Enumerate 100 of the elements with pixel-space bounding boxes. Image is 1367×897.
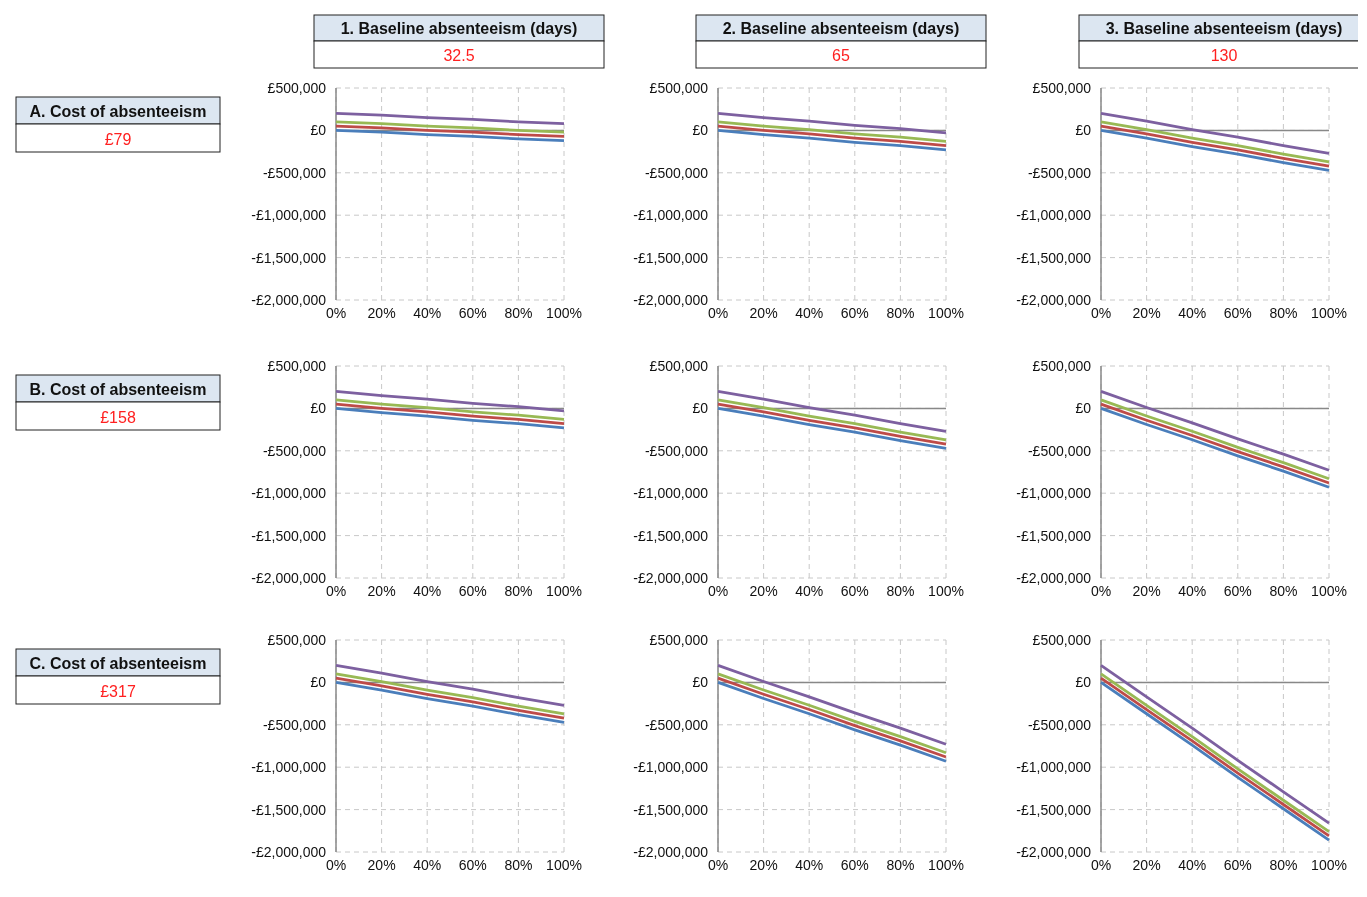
x-tick-label: 40% <box>1178 857 1207 873</box>
x-tick-label: 20% <box>1132 305 1161 321</box>
x-tick-label: 40% <box>413 583 442 599</box>
text: C. Cost of absenteeism <box>29 655 207 672</box>
y-tick-label: -£1,500,000 <box>633 249 709 266</box>
y-tick-label: -£1,500,000 <box>1016 527 1092 544</box>
x-tick-label: 20% <box>367 857 396 873</box>
x-tick-label: 40% <box>795 583 824 599</box>
line-series <box>334 407 566 430</box>
y-tick-label: -£500,000 <box>262 164 327 181</box>
text: £158 <box>100 409 136 426</box>
y-tick-label: -£500,000 <box>644 716 709 733</box>
y-tick-label: £500,000 <box>267 79 327 96</box>
x-tick-label: 40% <box>1178 583 1207 599</box>
chart-title: 3. Baseline absenteeism (days) <box>1105 20 1343 37</box>
y-tick-label: £0 <box>692 400 709 417</box>
y-tick-label: -£1,500,000 <box>251 249 327 266</box>
x-tick-label: 80% <box>886 305 915 321</box>
chart-subtitle: 65 <box>832 47 850 64</box>
chart-subtitle: 130 <box>1210 47 1238 64</box>
line-series <box>334 390 566 413</box>
y-tick-label: -£2,000,000 <box>251 843 327 860</box>
x-tick-label: 40% <box>413 305 442 321</box>
y-tick-label: £500,000 <box>1032 357 1092 374</box>
x-tick-label: 0% <box>1090 583 1112 599</box>
chart-title: 1. Baseline absenteeism (days) <box>340 20 578 37</box>
text: A. Cost of absenteeism <box>29 103 207 120</box>
y-tick-label: -£1,500,000 <box>1016 801 1092 818</box>
x-tick-label: 20% <box>749 857 778 873</box>
x-tick-label: 100% <box>546 857 582 873</box>
y-tick-label: -£2,000,000 <box>633 843 709 860</box>
y-tick-label: -£1,000,000 <box>251 485 327 502</box>
x-tick-label: 100% <box>928 305 964 321</box>
x-tick-label: 60% <box>1223 583 1252 599</box>
x-tick-label: 0% <box>1090 305 1112 321</box>
y-tick-label: -£500,000 <box>1027 716 1092 733</box>
x-tick-label: 0% <box>707 583 729 599</box>
y-tick-label: -£500,000 <box>1027 164 1092 181</box>
line-series <box>334 120 566 134</box>
x-tick-label: 100% <box>1311 583 1347 599</box>
y-tick-label: -£500,000 <box>262 442 327 459</box>
x-tick-label: 20% <box>1132 583 1161 599</box>
text: £317 <box>100 683 136 700</box>
x-tick-label: 20% <box>749 583 778 599</box>
x-tick-label: 60% <box>458 305 487 321</box>
x-tick-label: 100% <box>1311 857 1347 873</box>
y-tick-label: -£1,000,000 <box>1016 207 1092 224</box>
y-tick-label: £500,000 <box>649 631 709 648</box>
y-tick-label: £500,000 <box>649 357 709 374</box>
y-tick-label: -£1,500,000 <box>251 527 327 544</box>
line-series <box>716 112 948 135</box>
y-tick-label: £0 <box>310 674 327 691</box>
line-series <box>716 664 948 746</box>
y-tick-label: -£1,500,000 <box>1016 249 1092 266</box>
y-tick-label: -£2,000,000 <box>1016 291 1092 308</box>
line-series <box>334 664 566 707</box>
y-tick-label: -£2,000,000 <box>251 291 327 308</box>
y-tick-label: -£1,000,000 <box>633 759 709 776</box>
x-tick-label: 60% <box>458 857 487 873</box>
x-tick-label: 40% <box>795 857 824 873</box>
y-tick-label: £500,000 <box>1032 631 1092 648</box>
x-tick-label: 60% <box>458 583 487 599</box>
x-tick-label: 100% <box>546 583 582 599</box>
y-tick-label: £500,000 <box>267 631 327 648</box>
line-series <box>1099 112 1331 155</box>
line-series <box>334 124 566 138</box>
x-tick-label: 80% <box>1269 857 1298 873</box>
x-tick-label: 80% <box>504 857 533 873</box>
x-tick-label: 80% <box>886 583 915 599</box>
x-tick-label: 0% <box>325 583 347 599</box>
text: B. Cost of absenteeism <box>29 381 207 398</box>
line-series <box>716 124 948 148</box>
y-tick-label: -£2,000,000 <box>1016 843 1092 860</box>
x-tick-label: 100% <box>546 305 582 321</box>
y-tick-label: -£2,000,000 <box>633 291 709 308</box>
x-tick-label: 80% <box>886 857 915 873</box>
x-tick-label: 80% <box>504 583 533 599</box>
y-tick-label: -£500,000 <box>1027 442 1092 459</box>
y-tick-label: -£1,000,000 <box>1016 759 1092 776</box>
text: £79 <box>104 131 132 148</box>
y-tick-label: -£1,500,000 <box>633 801 709 818</box>
x-tick-label: 20% <box>367 305 396 321</box>
y-tick-label: -£1,500,000 <box>633 527 709 544</box>
line-series <box>334 402 566 426</box>
x-tick-label: 20% <box>1132 857 1161 873</box>
x-tick-label: 60% <box>840 583 869 599</box>
y-tick-label: -£1,000,000 <box>1016 485 1092 502</box>
x-tick-label: 60% <box>1223 857 1252 873</box>
x-tick-label: 0% <box>707 305 729 321</box>
line-series <box>334 129 566 142</box>
x-tick-label: 20% <box>749 305 778 321</box>
x-tick-label: 80% <box>504 305 533 321</box>
x-tick-label: 60% <box>840 305 869 321</box>
y-tick-label: -£500,000 <box>644 164 709 181</box>
chart-title: 2. Baseline absenteeism (days) <box>722 20 960 37</box>
y-tick-label: -£1,000,000 <box>251 759 327 776</box>
x-tick-label: 0% <box>1090 857 1112 873</box>
x-tick-label: 20% <box>367 583 396 599</box>
line-series <box>334 112 566 126</box>
line-series <box>716 390 948 433</box>
